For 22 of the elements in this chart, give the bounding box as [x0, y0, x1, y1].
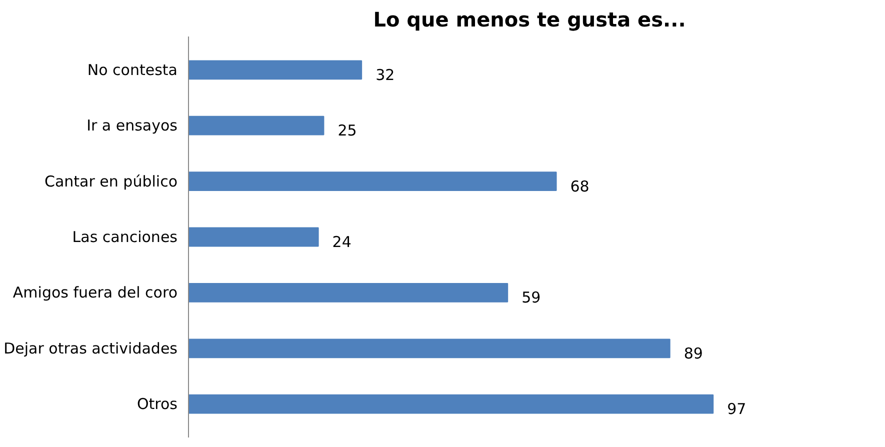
bar — [188, 172, 557, 191]
bar — [188, 338, 670, 358]
data-label: 97 — [727, 400, 746, 418]
data-label: 59 — [522, 288, 541, 307]
chart-title: Lo que menos te gusta es... — [373, 8, 686, 32]
bar — [188, 394, 714, 414]
y-tick-label: Ir a ensayos — [86, 116, 178, 135]
data-label: 68 — [570, 177, 590, 196]
y-tick-label: Amigos fuera del coro — [12, 284, 178, 302]
y-tick-label: Cantar en público — [44, 172, 178, 190]
y-tick-label: Dejar otras actividades — [4, 339, 178, 358]
data-label: 89 — [684, 344, 703, 362]
data-label: 24 — [332, 233, 352, 251]
bar — [188, 227, 319, 247]
y-tick-label: No contesta — [87, 60, 178, 79]
bar — [188, 283, 508, 302]
bar — [188, 60, 362, 80]
y-tick-label: Otros — [136, 395, 178, 414]
bar — [188, 116, 324, 136]
data-label: 32 — [376, 66, 395, 84]
y-tick-label: Las canciones — [72, 228, 178, 246]
data-label: 25 — [338, 122, 357, 140]
